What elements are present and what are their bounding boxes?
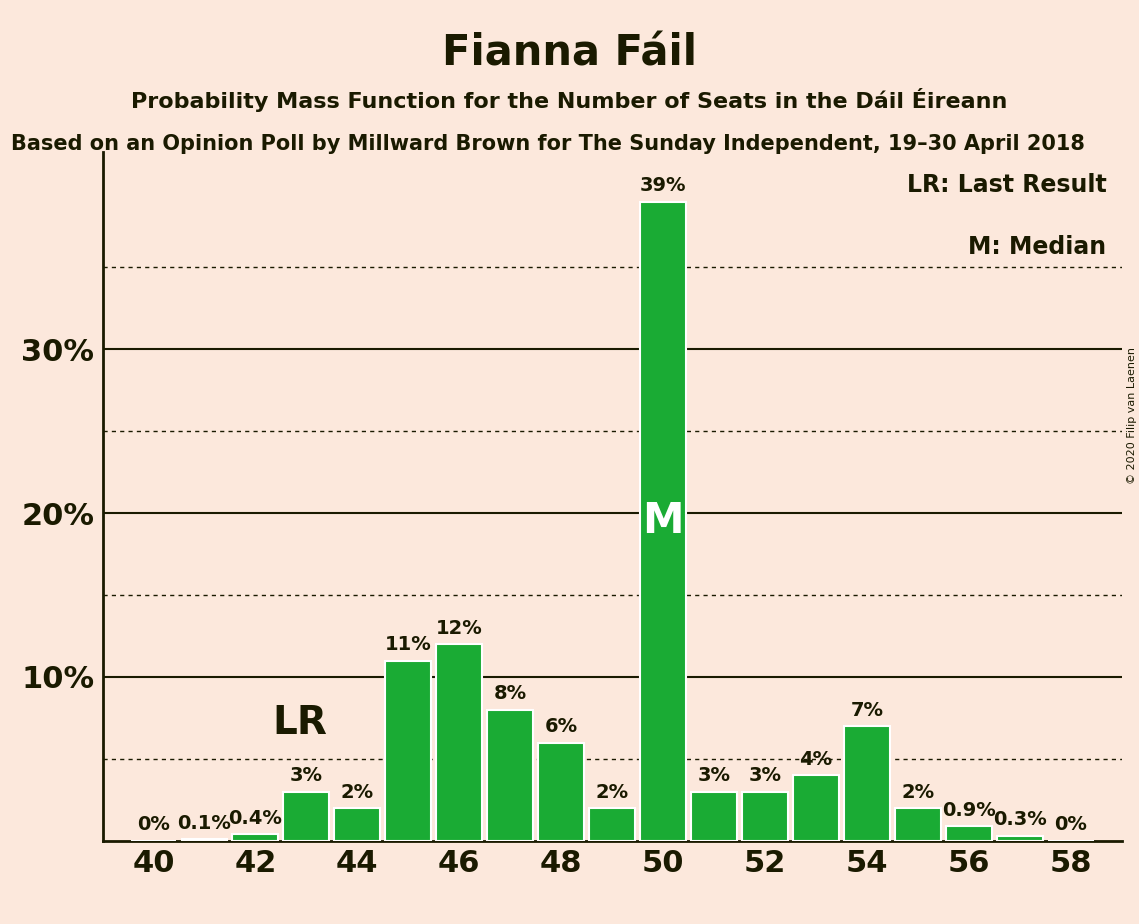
Text: 2%: 2%	[901, 783, 935, 801]
Bar	[640, 201, 686, 841]
Bar	[895, 808, 941, 841]
Text: 2%: 2%	[341, 783, 374, 801]
Bar	[385, 661, 432, 841]
Bar	[793, 775, 839, 841]
Text: 6%: 6%	[544, 717, 577, 736]
Bar	[181, 839, 228, 841]
Bar	[743, 792, 788, 841]
Text: Based on an Opinion Poll by Millward Brown for The Sunday Independent, 19–30 Apr: Based on an Opinion Poll by Millward Bro…	[11, 134, 1085, 154]
Text: LR: Last Result: LR: Last Result	[907, 173, 1107, 197]
Text: 12%: 12%	[436, 618, 483, 638]
Text: © 2020 Filip van Laenen: © 2020 Filip van Laenen	[1126, 347, 1137, 484]
Text: 3%: 3%	[290, 766, 322, 785]
Text: LR: LR	[272, 704, 327, 742]
Bar	[589, 808, 636, 841]
Bar	[232, 834, 278, 841]
Text: M: Median: M: Median	[968, 235, 1107, 259]
Text: 0.1%: 0.1%	[178, 814, 231, 833]
Bar	[335, 808, 380, 841]
Text: Fianna Fáil: Fianna Fáil	[442, 32, 697, 74]
Bar	[947, 826, 992, 841]
Text: 0.3%: 0.3%	[993, 810, 1047, 830]
Text: 0.4%: 0.4%	[229, 808, 282, 828]
Bar	[284, 792, 329, 841]
Text: 0%: 0%	[137, 815, 170, 834]
Text: 4%: 4%	[800, 749, 833, 769]
Text: M: M	[642, 500, 683, 542]
Text: 0%: 0%	[1055, 815, 1088, 834]
Bar	[691, 792, 737, 841]
Bar	[997, 836, 1043, 841]
Bar	[487, 710, 533, 841]
Text: 3%: 3%	[748, 766, 781, 785]
Text: 2%: 2%	[596, 783, 629, 801]
Bar	[436, 644, 482, 841]
Text: 39%: 39%	[640, 176, 687, 195]
Text: 7%: 7%	[851, 700, 884, 720]
Text: 0.9%: 0.9%	[942, 800, 995, 820]
Text: 3%: 3%	[698, 766, 730, 785]
Text: 8%: 8%	[493, 684, 527, 703]
Text: Probability Mass Function for the Number of Seats in the Dáil Éireann: Probability Mass Function for the Number…	[131, 88, 1008, 112]
Text: 11%: 11%	[385, 635, 432, 654]
Bar	[844, 726, 890, 841]
Bar	[539, 743, 584, 841]
